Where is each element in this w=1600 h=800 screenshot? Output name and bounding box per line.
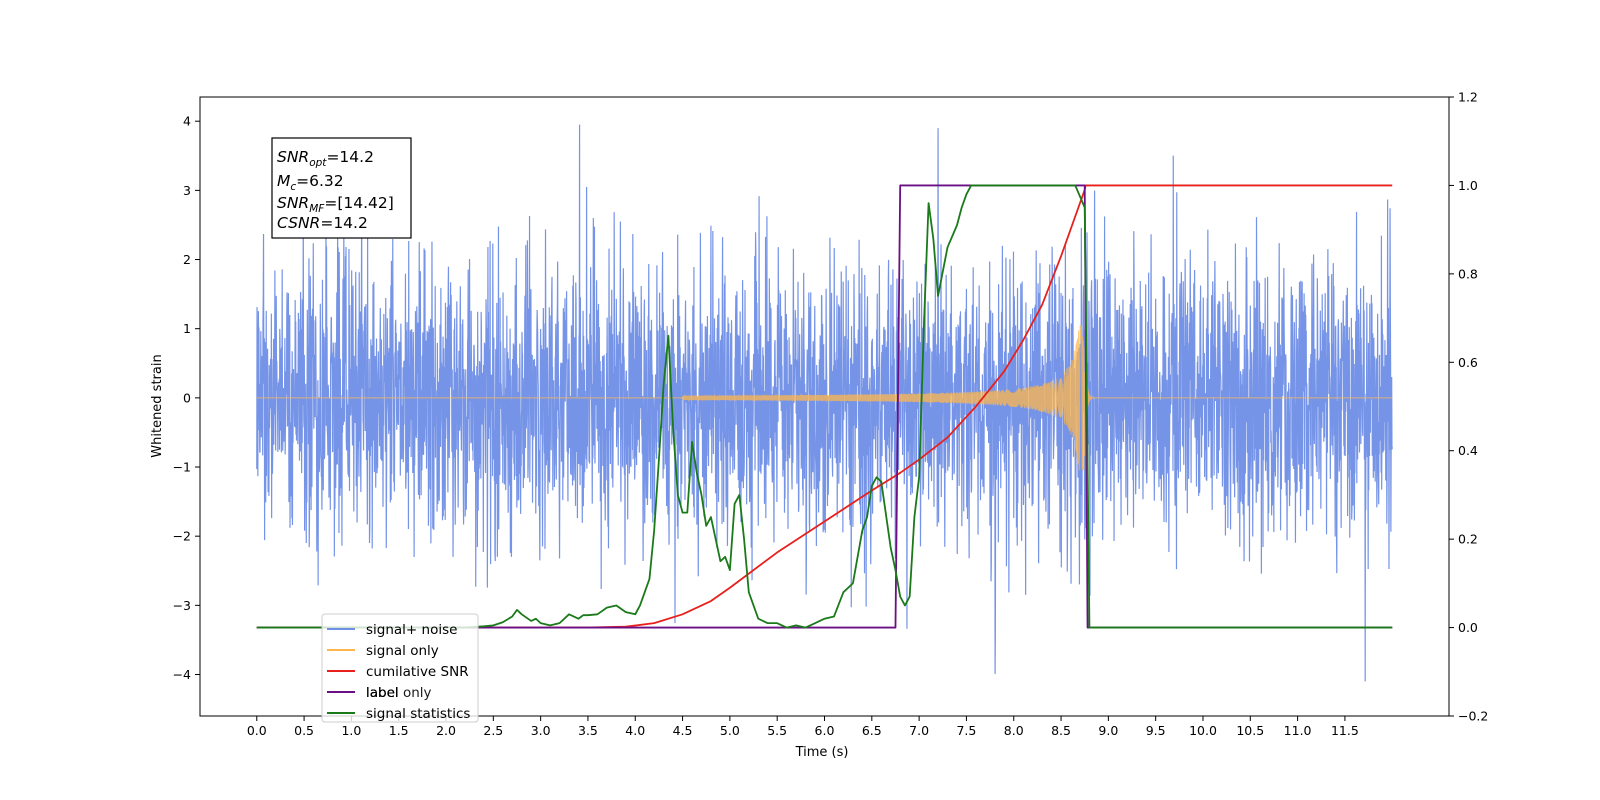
y2-tick-label: 0.0 (1458, 620, 1478, 635)
snr-opt-symbol: SNR (277, 148, 309, 166)
legend: signal+ noise signal only cumilative SNR la… (321, 613, 479, 723)
legend-label-ghost: label only (366, 685, 432, 701)
mc-value: =6.32 (296, 172, 344, 190)
snr-opt-subscript: opt (309, 157, 327, 169)
y2-tick-label: 0.6 (1458, 355, 1478, 370)
x-tick-label: 11.0 (1284, 723, 1312, 738)
x-tick-label: 4.0 (625, 723, 645, 738)
x-tick-label: 2.5 (483, 723, 503, 738)
y-axis-title: Whitened strain (150, 354, 165, 457)
x-tick-label: 7.5 (956, 723, 976, 738)
y2-tick-label: 0.2 (1458, 532, 1478, 547)
series-signal-statistics (256, 184, 1393, 629)
x-tick-label: 8.0 (1004, 723, 1024, 738)
snr-mf-value: =[14.42] (324, 194, 393, 212)
y2-tick-label: 1.0 (1458, 178, 1478, 193)
snr-opt-value: =14.2 (326, 148, 374, 166)
x-tick-label: 0.5 (294, 723, 314, 738)
x-tick-label: 6.0 (815, 723, 835, 738)
y2-tick-label: 0.8 (1458, 266, 1478, 281)
legend-label: signal only (366, 643, 439, 659)
legend-label: label (366, 685, 399, 701)
x-tick-label: 1.5 (389, 723, 409, 738)
legend-label-overlay: label (366, 685, 399, 701)
x-tick-label: 9.0 (1098, 723, 1118, 738)
series-layer (256, 124, 1393, 682)
y-tick-label: −3 (173, 598, 191, 613)
mc-subscript: c (290, 181, 296, 193)
x-tick-label: 10.5 (1236, 723, 1264, 738)
annotation-snr-opt: SNRopt=14.2 (277, 148, 374, 169)
legend-label: cumilative SNR (366, 664, 469, 680)
legend-label: signal statistics (366, 706, 470, 722)
x-tick-label: 7.0 (909, 723, 929, 738)
snr-mf-subscript: MF (309, 203, 325, 215)
y-tick-label: 1 (183, 321, 191, 336)
y-tick-label: 4 (183, 114, 191, 129)
x-tick-label: 3.5 (578, 723, 598, 738)
x-tick-label: 3.0 (531, 723, 551, 738)
series-cumulative-snr (256, 184, 1393, 629)
y-axis-left: 4 3 2 1 0 −1 −2 −3 −4 (173, 114, 200, 682)
x-tick-label: 11.5 (1331, 723, 1359, 738)
y-tick-label: 0 (183, 390, 191, 405)
series-signal-plus-noise (256, 124, 1393, 682)
snr-mf-symbol: SNR (277, 194, 309, 212)
y-tick-label: 3 (183, 183, 191, 198)
x-tick-label: 4.5 (673, 723, 693, 738)
csnr-symbol: CSNR (277, 214, 320, 232)
x-tick-label: 2.0 (436, 723, 456, 738)
x-tick-label: 10.0 (1189, 723, 1217, 738)
x-tick-label: 1.0 (341, 723, 361, 738)
y-tick-label: 2 (183, 252, 191, 267)
legend-label: signal+ noise (366, 622, 457, 638)
csnr-value: =14.2 (320, 214, 368, 232)
series-signal-only (256, 324, 1393, 471)
annotation-snr-mf: SNRMF=[14.42] (277, 194, 394, 215)
y-tick-label: −2 (173, 529, 191, 544)
x-tick-label: 5.5 (767, 723, 787, 738)
y-axis-right: 1.2 1.0 0.8 0.6 0.4 0.2 0.0 −0.2 (1449, 90, 1488, 724)
annotation-csnr: CSNR=14.2 (277, 214, 368, 232)
y2-tick-label: 1.2 (1458, 90, 1478, 105)
y-tick-label: −1 (173, 460, 191, 475)
y2-tick-label: −0.2 (1458, 709, 1488, 724)
x-tick-label: 6.5 (862, 723, 882, 738)
x-tick-label: 9.5 (1146, 723, 1166, 738)
y2-tick-label: 0.4 (1458, 443, 1478, 458)
mc-symbol: M (277, 172, 290, 190)
y-tick-label: −4 (173, 667, 191, 682)
annotation-mc: Mc=6.32 (277, 172, 344, 193)
x-axis: 0.0 0.5 1.0 1.5 2.0 2.5 3.0 3.5 4.0 4.5 5.0 5.5 6.0 6… (247, 716, 1359, 738)
x-tick-label: 8.5 (1051, 723, 1071, 738)
x-axis-title: Time (s) (795, 745, 849, 760)
x-tick-label: 5.0 (720, 723, 740, 738)
legend-frame (321, 613, 479, 723)
annotation-box: SNRopt=14.2 Mc=6.32 SNRMF=[14.42] CSNR=1… (271, 137, 412, 239)
annotation-frame (271, 137, 412, 239)
x-tick-label: 0.0 (247, 723, 267, 738)
